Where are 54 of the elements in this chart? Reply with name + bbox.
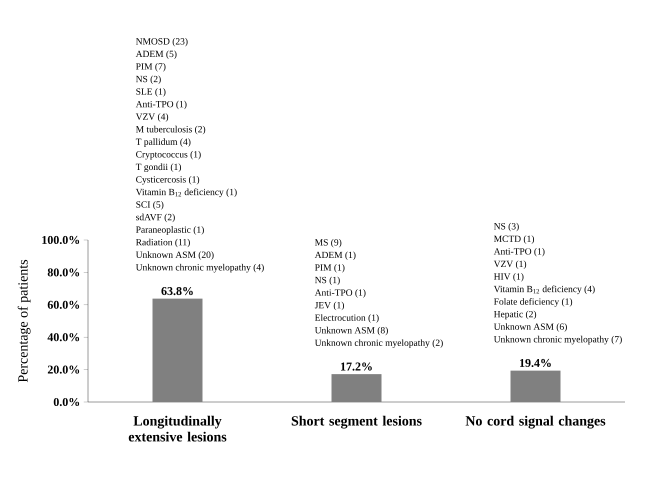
text: T pallidum (4) xyxy=(136,138,190,147)
text: Anti-TPO (1) xyxy=(136,100,187,110)
annotation: Unknown ASM (8) xyxy=(314,326,388,336)
bar xyxy=(332,374,382,402)
x-tick-label: No cord signal changes xyxy=(466,416,606,429)
y-tick-label: 0.0% xyxy=(54,398,80,406)
annotation: ADEM (1) xyxy=(314,251,356,260)
annotation: VZV (1) xyxy=(494,260,526,270)
y-tick-label: 20.0% xyxy=(48,366,80,374)
annotation: Unknown chronic myelopathy (7) xyxy=(494,336,622,344)
annotation: JEV (1) xyxy=(314,302,344,310)
text: NS (2) xyxy=(136,76,161,84)
y-axis-title: Percentage of patients xyxy=(18,260,31,382)
text: sdAVF (2) xyxy=(136,214,175,222)
text: Cysticercosis (1) xyxy=(136,176,200,185)
annotation: MCTD (1) xyxy=(494,235,534,244)
annotation: Unknown ASM (20) xyxy=(136,251,214,260)
data-label: 63.8% xyxy=(161,287,193,296)
text: T gondii (1) xyxy=(136,163,182,172)
annotation: Radiation (11) xyxy=(136,238,190,248)
bar xyxy=(510,370,561,402)
annotation: Unknown chronic myelopathy (2) xyxy=(314,339,443,348)
annotation: Anti-TPO (1) xyxy=(494,248,545,256)
bar xyxy=(152,298,202,402)
text: VZV (4) xyxy=(136,113,168,122)
annotation: Unknown chronic myelopathy (4) xyxy=(136,264,264,272)
text: Cryptococcus (1) xyxy=(136,150,201,160)
y-tick-label: 60.0% xyxy=(48,300,80,309)
annotation: Folate deficiency (1) xyxy=(494,298,572,307)
annotation: Vitamin B$_{12}$ deficiency (4) xyxy=(494,285,595,294)
y-tick-label: 100.0% xyxy=(42,236,80,244)
annotation: Hepatic (2) xyxy=(494,310,536,320)
y-tick-label: 40.0% xyxy=(48,333,80,342)
y-tick-label: 80.0% xyxy=(48,268,80,276)
text: PIM (7) xyxy=(136,62,166,72)
text: SLE (1) xyxy=(136,88,166,97)
x-tick-label: Longitudinally extensive lesions xyxy=(128,416,226,442)
annotation: Electrocution (1) xyxy=(314,314,379,323)
text: Paraneoplastic (1) xyxy=(136,226,204,235)
annotation: Unknown ASM (6) xyxy=(494,323,567,332)
annotation: MS (9) xyxy=(314,238,342,248)
data-label: 17.2% xyxy=(341,362,372,371)
data-label: 19.4% xyxy=(520,358,551,368)
text: M tuberculosis (2) xyxy=(136,126,206,134)
text: NMOSD (23) xyxy=(136,38,188,46)
text: SCI (5) xyxy=(136,201,164,210)
annotation: HIV (1) xyxy=(494,273,524,282)
x-tick-label: Short segment lesions xyxy=(292,416,422,429)
annotation: NS (1) xyxy=(314,276,340,286)
annotation: Anti-TPO (1) xyxy=(314,289,366,298)
text: NS (3) xyxy=(494,222,519,232)
text: ADEM (5) xyxy=(136,50,177,60)
text: Vitamin B$_{12}$ deficiency (1) xyxy=(136,188,237,198)
annotation: PIM (1) xyxy=(314,264,345,273)
